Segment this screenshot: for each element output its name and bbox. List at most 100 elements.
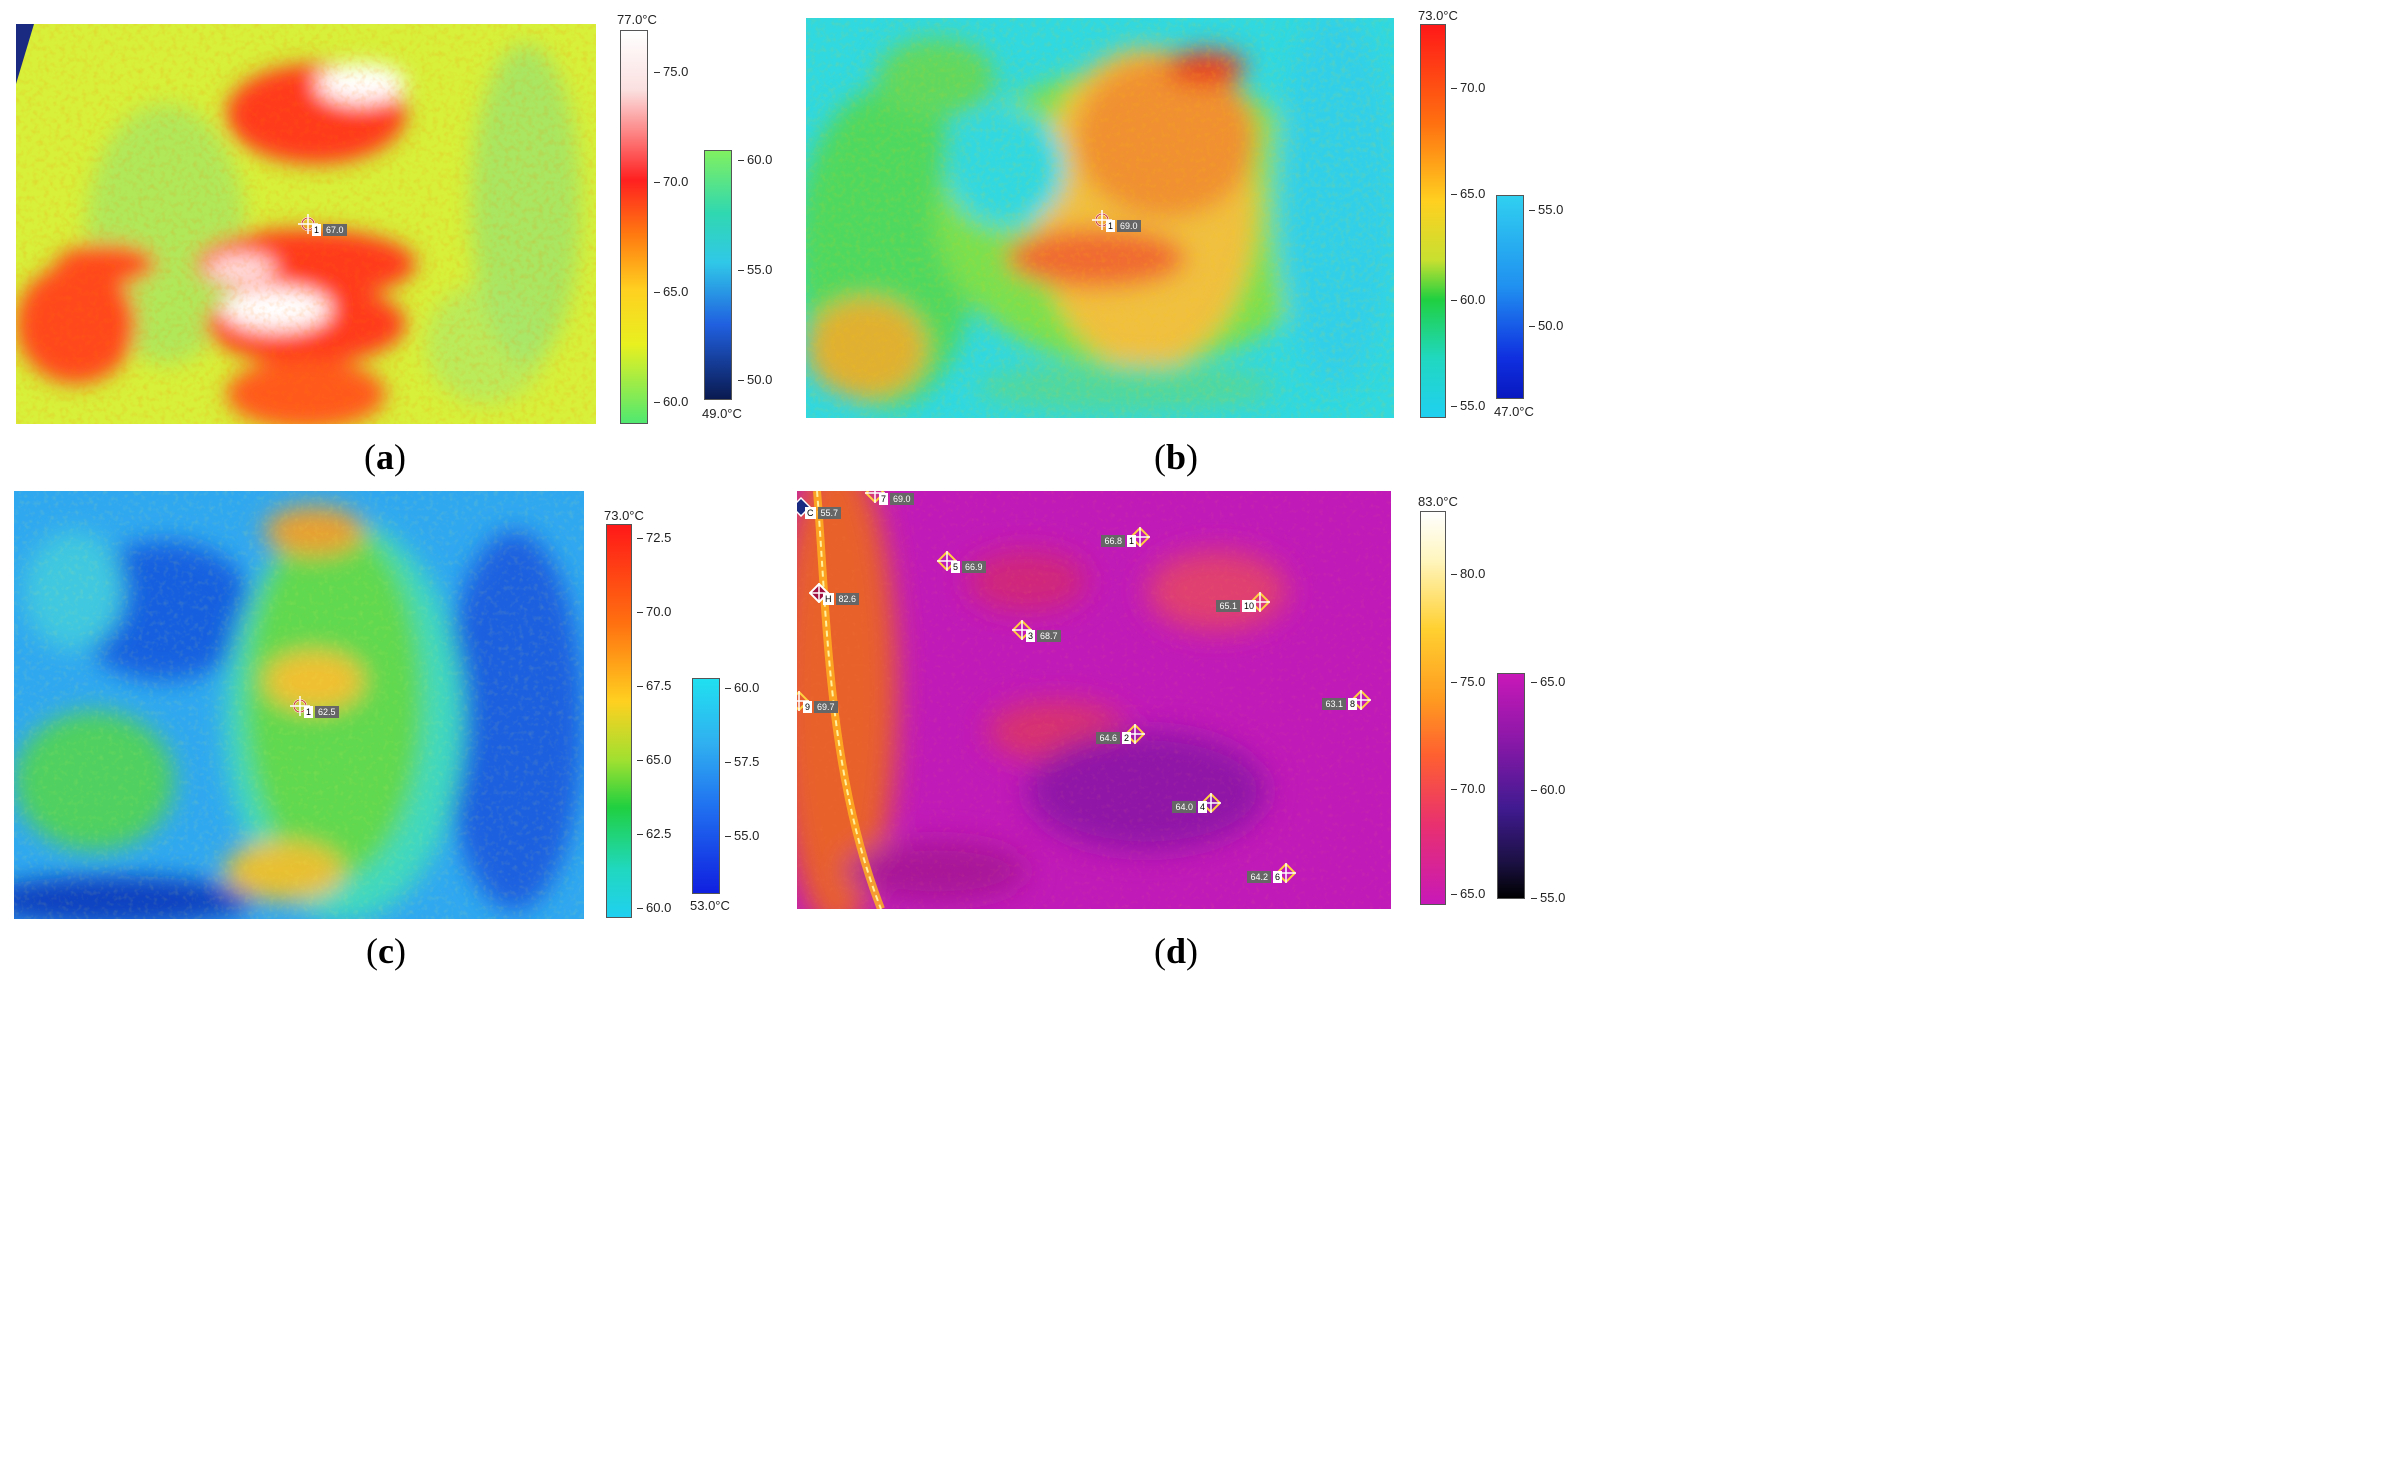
color-scale-bar — [1420, 24, 1446, 418]
marker-value: 69.0 — [890, 493, 914, 505]
inset-scale-tick: 50.0 — [1528, 318, 1564, 333]
measurement-marker[interactable]: 1 67.0 — [298, 214, 347, 236]
inset-scale-min-label: 49.0°C — [702, 406, 742, 421]
scale-tick: 72.5 — [636, 530, 672, 545]
caption-letter: a — [376, 437, 394, 477]
inset-scale-min-label: 47.0°C — [1494, 404, 1534, 419]
scale-tick: 65.0 — [1450, 886, 1486, 901]
marker-id: 5 — [951, 561, 961, 573]
inset-scale-tick: 57.5 — [724, 754, 760, 769]
scale-tick: 70.0 — [636, 604, 672, 619]
inset-color-scale-bar — [704, 150, 732, 400]
marker-id: 1 — [1106, 220, 1116, 232]
measurement-marker[interactable]: 64.6 2 — [1096, 724, 1145, 744]
inset-scale-tick: 55.0 — [1530, 890, 1566, 905]
color-scale-bar — [606, 524, 632, 918]
inset-scale-tick: 60.0 — [724, 680, 760, 695]
scale-tick: 65.0 — [636, 752, 672, 767]
scale-max-label: 77.0°C — [617, 12, 657, 27]
scale-tick: 65.0 — [1450, 186, 1486, 201]
marker-value: 69.7 — [814, 701, 838, 713]
scale-tick: 55.0 — [1450, 398, 1486, 413]
marker-value: 64.6 — [1096, 732, 1120, 744]
marker-id: 3 — [1026, 630, 1036, 642]
caption-letter: d — [1166, 931, 1187, 971]
inset-scale-tick: 50.0 — [737, 372, 773, 387]
scale-max-label: 83.0°C — [1418, 494, 1458, 509]
thermal-image-c: 1 62.5 — [14, 491, 584, 919]
scale-tick: 65.0 — [653, 284, 689, 299]
measurement-marker[interactable]: 64.0 4 — [1172, 793, 1221, 813]
scale-tick: 62.5 — [636, 826, 672, 841]
inset-color-scale-bar — [692, 678, 720, 894]
measurement-marker[interactable]: 9 69.7 — [797, 691, 838, 713]
scale-tick: 60.0 — [1450, 292, 1486, 307]
marker-value: 63.1 — [1322, 698, 1346, 710]
marker-id: H — [823, 593, 834, 605]
thermal-image-a: 1 67.0 — [16, 24, 596, 424]
marker-value: 67.0 — [323, 224, 347, 236]
panel-caption: (c) — [366, 931, 406, 971]
scale-tick: 60.0 — [653, 394, 689, 409]
scale-tick: 70.0 — [1450, 781, 1486, 796]
marker-id: 2 — [1121, 732, 1131, 744]
inset-scale-tick: 55.0 — [724, 828, 760, 843]
marker-id: 9 — [803, 701, 813, 713]
measurement-marker[interactable]: 65.1 10 — [1216, 592, 1270, 612]
marker-id: 10 — [1241, 600, 1256, 612]
thermal-image-b: 1 69.0 — [806, 18, 1394, 418]
marker-value: 55.7 — [817, 507, 842, 519]
marker-value: 82.6 — [835, 593, 860, 605]
color-scale-bar — [620, 30, 648, 424]
measurement-marker[interactable]: 5 66.9 — [937, 551, 986, 573]
inset-color-scale-bar — [1497, 673, 1525, 899]
inset-scale-tick: 55.0 — [1528, 202, 1564, 217]
inset-scale-tick: 65.0 — [1530, 674, 1566, 689]
measurement-marker[interactable]: 7 69.0 — [865, 491, 914, 505]
scale-tick: 60.0 — [636, 900, 672, 915]
panel-caption: (b) — [1154, 437, 1199, 477]
color-scale-bar — [1420, 511, 1446, 905]
scale-tick: 70.0 — [1450, 80, 1486, 95]
marker-value: 64.0 — [1172, 801, 1196, 813]
inset-scale-tick: 60.0 — [737, 152, 773, 167]
marker-id: 8 — [1347, 698, 1357, 710]
measurement-marker[interactable]: C 55.7 — [797, 497, 842, 519]
marker-value: 68.7 — [1037, 630, 1061, 642]
inset-scale-min-label: 53.0°C — [690, 898, 730, 913]
marker-id: 1 — [312, 224, 322, 236]
caption-letter: b — [1166, 437, 1187, 477]
marker-value: 69.0 — [1117, 220, 1141, 232]
inset-scale-tick: 55.0 — [737, 262, 773, 277]
marker-id: C — [805, 507, 816, 519]
panel-caption: (a) — [364, 437, 406, 477]
panel-caption: (d) — [1154, 931, 1199, 971]
scale-tick: 70.0 — [653, 174, 689, 189]
scale-max-label: 73.0°C — [604, 508, 644, 523]
marker-id: 7 — [879, 493, 889, 505]
scale-tick: 67.5 — [636, 678, 672, 693]
marker-value: 65.1 — [1216, 600, 1240, 612]
crosshair-icon — [298, 214, 318, 234]
measurement-marker[interactable]: 63.1 8 — [1322, 690, 1371, 710]
measurement-marker[interactable]: 66.8 1 — [1101, 527, 1150, 547]
marker-id: 6 — [1272, 871, 1282, 883]
marker-value: 66.9 — [962, 561, 986, 573]
scale-tick: 75.0 — [1450, 674, 1486, 689]
thermal-image-d: 7 69.0 C 55.7 66.8 1 5 66.9 H 82.6 65.1 10 3 68… — [797, 491, 1391, 909]
scale-tick: 80.0 — [1450, 566, 1486, 581]
marker-id: 4 — [1197, 801, 1207, 813]
inset-scale-tick: 60.0 — [1530, 782, 1566, 797]
measurement-marker[interactable]: H 82.6 — [809, 583, 860, 605]
marker-value: 62.5 — [315, 706, 339, 718]
scale-tick: 75.0 — [653, 64, 689, 79]
measurement-marker[interactable]: 1 69.0 — [1092, 210, 1141, 232]
marker-value: 64.2 — [1247, 871, 1271, 883]
measurement-marker[interactable]: 1 62.5 — [290, 696, 339, 718]
inset-color-scale-bar — [1496, 195, 1524, 399]
marker-id: 1 — [1126, 535, 1136, 547]
measurement-marker[interactable]: 64.2 6 — [1247, 863, 1296, 883]
measurement-marker[interactable]: 3 68.7 — [1012, 620, 1061, 642]
caption-letter: c — [378, 931, 394, 971]
marker-id: 1 — [304, 706, 314, 718]
